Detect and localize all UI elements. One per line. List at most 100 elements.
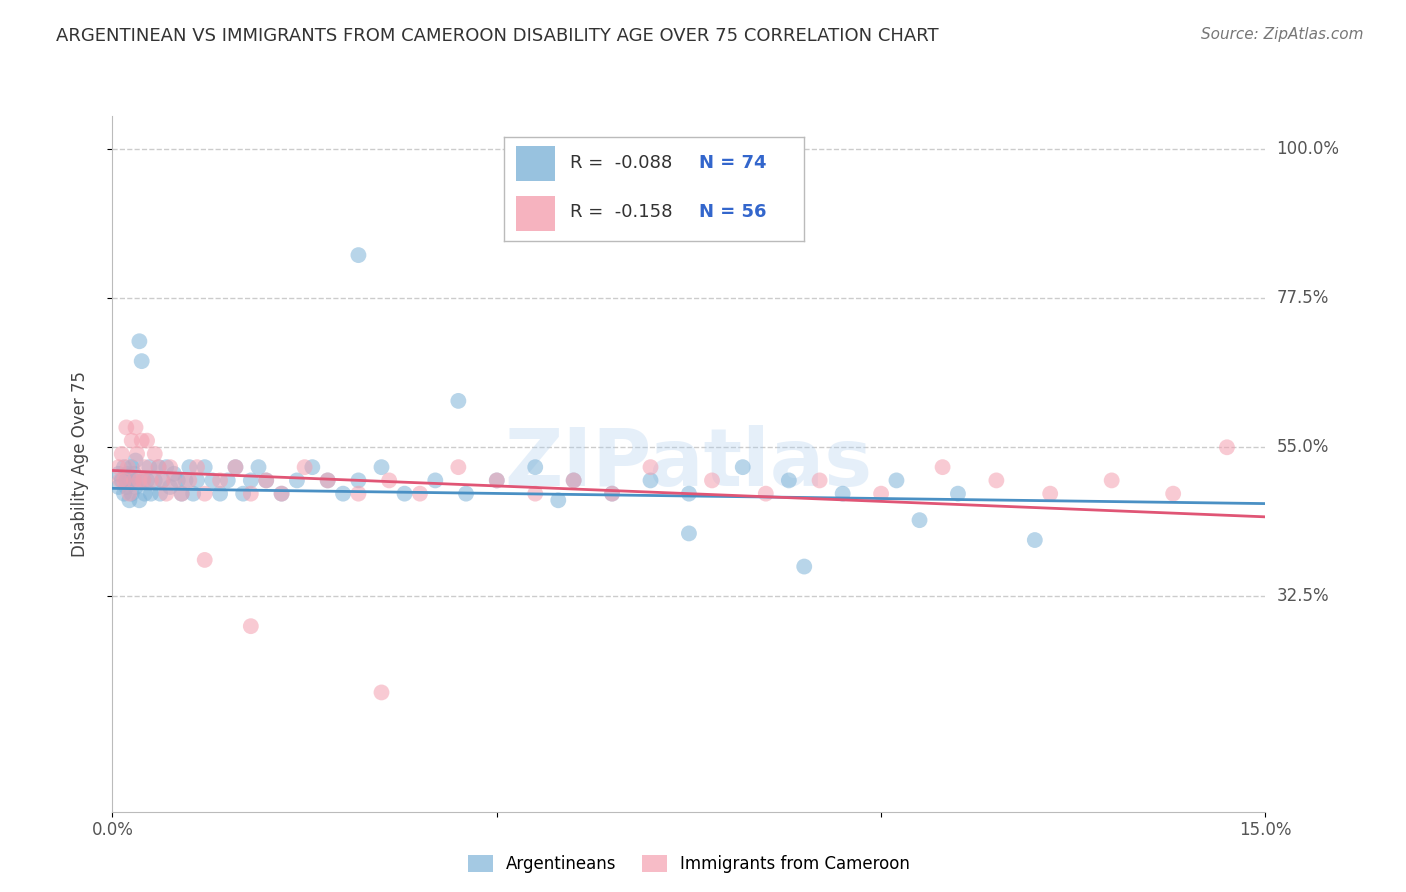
Point — [128, 334, 150, 349]
Point — [149, 486, 172, 500]
Point — [316, 474, 339, 488]
Point — [224, 460, 246, 475]
Point — [793, 559, 815, 574]
Point — [118, 474, 141, 488]
Point — [163, 474, 186, 488]
Point — [181, 486, 204, 500]
Point — [132, 474, 155, 488]
Point — [108, 474, 131, 488]
Point — [1039, 486, 1062, 500]
Point — [600, 486, 623, 500]
Point — [301, 460, 323, 475]
Point — [285, 474, 308, 488]
Point — [447, 393, 470, 408]
Point — [179, 474, 201, 488]
Point — [808, 474, 831, 488]
Point — [270, 486, 292, 500]
Point — [886, 474, 908, 488]
Point — [931, 460, 953, 475]
Text: ZIPatlas: ZIPatlas — [505, 425, 873, 503]
Point — [159, 460, 181, 475]
Point — [640, 474, 662, 488]
Point — [159, 480, 181, 494]
Point — [117, 460, 139, 475]
Point — [370, 685, 392, 699]
Point — [600, 486, 623, 500]
Point — [131, 434, 153, 448]
Point — [232, 486, 254, 500]
Legend: Argentineans, Immigrants from Cameroon: Argentineans, Immigrants from Cameroon — [461, 848, 917, 880]
Point — [217, 474, 239, 488]
Point — [125, 447, 148, 461]
Point — [107, 460, 129, 475]
Point — [166, 474, 188, 488]
Point — [394, 486, 416, 500]
Point — [143, 447, 166, 461]
Point — [194, 553, 217, 567]
Point — [209, 474, 232, 488]
Point — [678, 486, 700, 500]
Point — [112, 486, 135, 500]
Point — [485, 474, 508, 488]
Point — [908, 513, 931, 527]
Point — [186, 474, 208, 488]
Point — [524, 460, 547, 475]
Point — [347, 486, 370, 500]
Point — [143, 474, 166, 488]
Point — [946, 486, 969, 500]
Point — [409, 486, 432, 500]
Point — [1161, 486, 1184, 500]
Point — [134, 486, 156, 500]
Point — [170, 486, 193, 500]
Point — [524, 486, 547, 500]
Point — [778, 474, 800, 488]
Point — [118, 493, 141, 508]
Point — [174, 474, 197, 488]
Point — [112, 460, 135, 475]
Point — [562, 474, 585, 488]
Point — [121, 434, 143, 448]
Point — [1024, 533, 1046, 547]
Point — [152, 474, 174, 488]
Point — [700, 474, 723, 488]
Point — [731, 460, 754, 475]
Point — [425, 474, 447, 488]
Point — [194, 460, 217, 475]
Point — [294, 460, 316, 475]
Point — [678, 526, 700, 541]
Point — [128, 474, 150, 488]
Point — [152, 474, 174, 488]
Point — [136, 474, 159, 488]
Point — [107, 480, 129, 494]
Point — [134, 460, 156, 475]
Point — [115, 480, 138, 494]
Point — [170, 486, 193, 500]
Point — [112, 474, 135, 488]
Point — [117, 467, 139, 481]
Point — [122, 474, 145, 488]
Point — [332, 486, 354, 500]
Text: 100.0%: 100.0% — [1277, 140, 1340, 158]
Point — [163, 467, 186, 481]
Point — [454, 486, 477, 500]
Point — [179, 460, 201, 475]
Y-axis label: Disability Age Over 75: Disability Age Over 75 — [70, 371, 89, 557]
Point — [111, 447, 134, 461]
Point — [485, 474, 508, 488]
Point — [986, 474, 1008, 488]
Text: ARGENTINEAN VS IMMIGRANTS FROM CAMEROON DISABILITY AGE OVER 75 CORRELATION CHART: ARGENTINEAN VS IMMIGRANTS FROM CAMEROON … — [56, 27, 939, 45]
Point — [124, 420, 146, 434]
Point — [122, 467, 145, 481]
Point — [121, 460, 143, 475]
Point — [148, 460, 170, 475]
Point — [136, 434, 159, 448]
Point — [107, 467, 129, 481]
Point — [270, 486, 292, 500]
Text: 77.5%: 77.5% — [1277, 289, 1329, 307]
Point — [755, 486, 778, 500]
Point — [247, 460, 270, 475]
Point — [378, 474, 401, 488]
Point — [239, 474, 262, 488]
Point — [547, 493, 569, 508]
Point — [224, 460, 246, 475]
